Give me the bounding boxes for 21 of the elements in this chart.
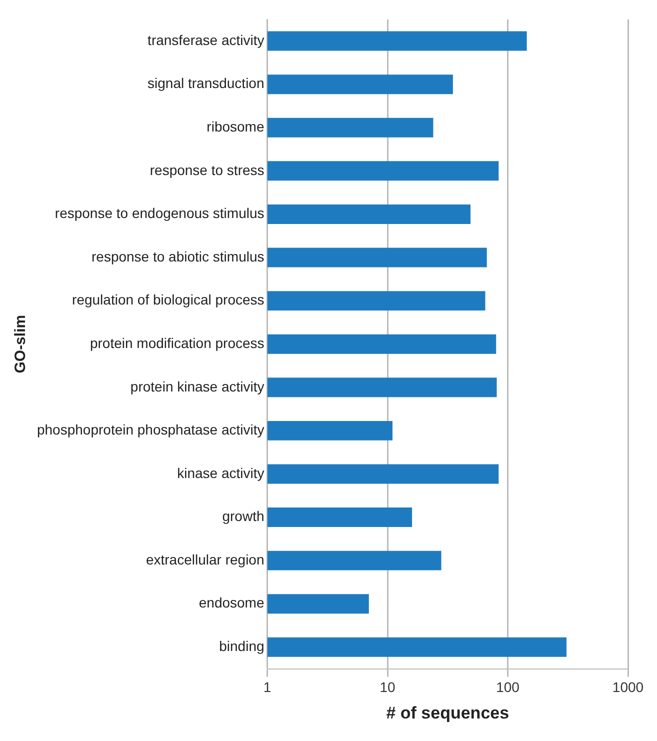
y-tick-label: phosphoprotein phosphatase activity [36, 422, 264, 438]
y-tick-label: protein kinase activity [130, 378, 264, 394]
y-tick-label: protein modification process [90, 334, 264, 351]
y-tick-label: endosome [198, 594, 264, 611]
y-tick-label: growth [222, 508, 264, 524]
x-tick-label: 100 [496, 679, 520, 696]
y-tick-label: extracellular region [146, 551, 264, 568]
y-tick-label: response to stress [150, 162, 264, 178]
y-tick-label: signal transduction [148, 75, 264, 92]
x-tick-label: 10 [380, 679, 396, 696]
y-tick-label: ribosome [206, 118, 264, 134]
y-tick-label: regulation of biological process [72, 292, 264, 308]
y-tick-label: response to endogenous stimulus [54, 205, 264, 222]
y-tick-label: kinase activity [177, 464, 264, 481]
x-tick-label: 1 [263, 679, 272, 696]
y-tick-label: response to abiotic stimulus [92, 248, 264, 264]
y-tick-label: binding [219, 638, 264, 654]
x-tick-label: 1000 [612, 679, 644, 696]
y-tick-label: transferase activity [148, 32, 264, 48]
x-axis-title: # of sequences [386, 703, 510, 722]
y-axis-title: GO-slim [12, 314, 30, 374]
